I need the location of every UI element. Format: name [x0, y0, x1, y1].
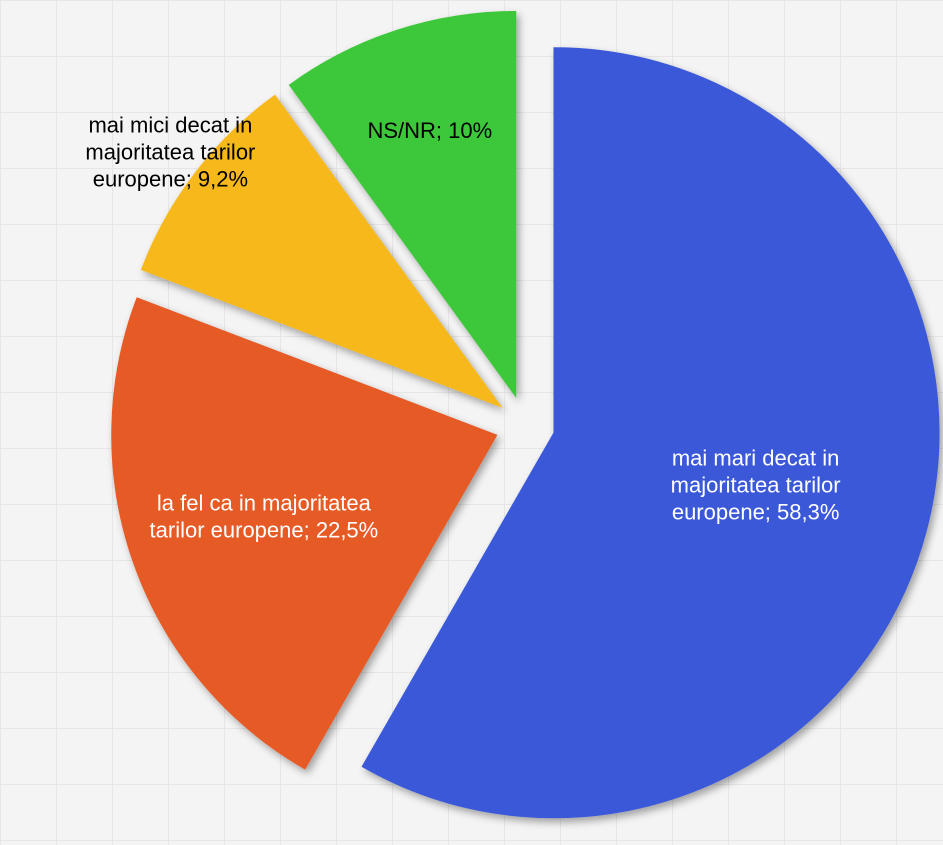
label-line: mai mici decat in	[88, 112, 252, 137]
label-line: tarilor europene; 22,5%	[150, 517, 379, 542]
label-line: europene; 58,3%	[672, 499, 840, 524]
label-line: mai mari decat in	[672, 445, 840, 470]
label-line: europene; 9,2%	[93, 166, 248, 191]
data-label: mai mici decat in majoritatea tarilor euro…	[85, 112, 255, 191]
label-line: NS/NR; 10%	[367, 118, 492, 143]
pie-slice	[361, 47, 940, 819]
pie-slice	[111, 297, 498, 770]
data-label: NS/NR; 10%	[367, 118, 492, 143]
label-line: la fel ca in majoritatea	[157, 490, 372, 515]
pie-slice	[288, 10, 517, 399]
data-label: la fel ca in majoritatea tarilor europene…	[150, 490, 379, 542]
label-line: majoritatea tarilor	[671, 472, 841, 497]
label-line: majoritatea tarilor	[85, 139, 255, 164]
pie-slice	[140, 94, 503, 408]
data-label: mai mari decat in majoritatea tarilor euro…	[671, 445, 841, 524]
